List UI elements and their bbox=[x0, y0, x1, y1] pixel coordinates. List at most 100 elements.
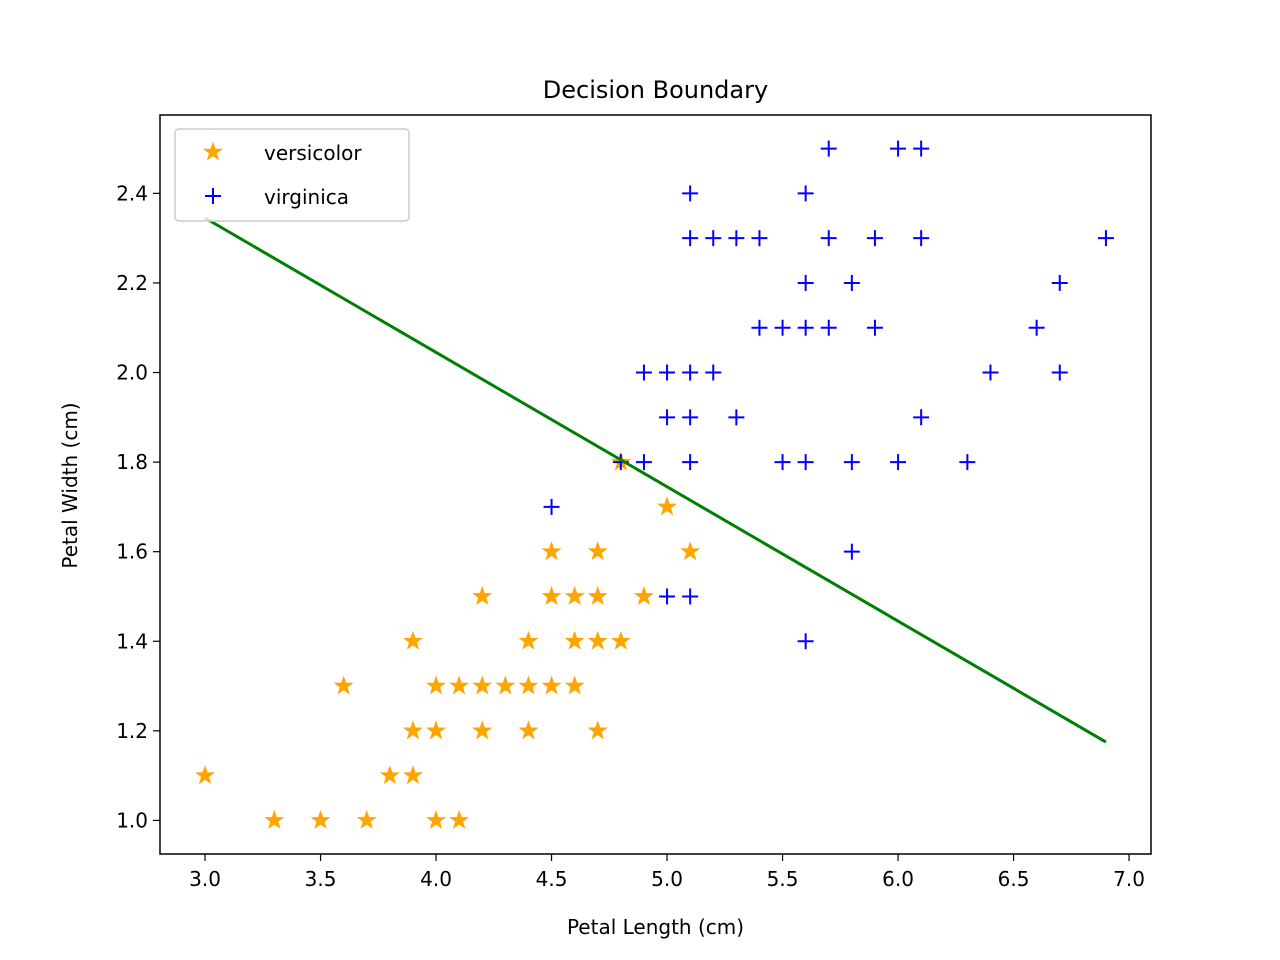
legend-marker-virginica bbox=[205, 188, 221, 204]
versicolor-point bbox=[587, 541, 608, 561]
virginica-point bbox=[820, 230, 837, 247]
versicolor-point bbox=[680, 541, 701, 561]
versicolor-point bbox=[426, 675, 447, 695]
versicolor-point bbox=[564, 675, 585, 695]
decision-boundary-line bbox=[204, 216, 1107, 744]
versicolor-point bbox=[495, 675, 516, 695]
virginica-point bbox=[635, 454, 652, 471]
virginica-point bbox=[843, 543, 860, 560]
virginica-point bbox=[705, 230, 722, 247]
virginica-point bbox=[913, 230, 930, 247]
x-tick-label: 3.5 bbox=[305, 867, 337, 891]
versicolor-point bbox=[402, 720, 423, 740]
x-tick-label: 5.0 bbox=[651, 867, 683, 891]
virginica-point bbox=[774, 454, 791, 471]
virginica-point bbox=[682, 185, 699, 202]
versicolor-point bbox=[264, 809, 285, 829]
virginica-point bbox=[682, 409, 699, 426]
y-tick-label: 1.0 bbox=[116, 808, 148, 832]
legend-marker-versicolor bbox=[202, 141, 224, 161]
versicolor-point bbox=[657, 496, 678, 516]
x-tick-label: 6.5 bbox=[998, 867, 1030, 891]
virginica-point bbox=[913, 140, 930, 157]
virginica-point bbox=[890, 140, 907, 157]
series-virginica bbox=[543, 140, 1114, 650]
versicolor-point bbox=[333, 675, 354, 695]
virginica-point bbox=[843, 274, 860, 291]
versicolor-point bbox=[449, 675, 470, 695]
virginica-point bbox=[728, 230, 745, 247]
versicolor-point bbox=[472, 585, 493, 605]
versicolor-point bbox=[356, 809, 377, 829]
versicolor-point bbox=[472, 720, 493, 740]
virginica-point bbox=[843, 454, 860, 471]
virginica-point bbox=[1028, 319, 1045, 336]
versicolor-point bbox=[541, 585, 562, 605]
virginica-point bbox=[1051, 274, 1068, 291]
y-tick-label: 2.4 bbox=[116, 181, 148, 205]
x-tick-label: 3.0 bbox=[189, 867, 221, 891]
virginica-point bbox=[890, 454, 907, 471]
y-tick-label: 1.2 bbox=[116, 719, 148, 743]
virginica-point bbox=[682, 588, 699, 605]
virginica-point bbox=[797, 633, 814, 650]
versicolor-point bbox=[402, 765, 423, 785]
legend-label-versicolor: versicolor bbox=[264, 141, 362, 165]
virginica-point bbox=[959, 454, 976, 471]
versicolor-point bbox=[472, 675, 493, 695]
versicolor-point bbox=[587, 720, 608, 740]
virginica-point bbox=[1051, 364, 1068, 381]
virginica-point bbox=[797, 454, 814, 471]
versicolor-point bbox=[426, 720, 447, 740]
versicolor-point bbox=[518, 675, 539, 695]
virginica-point bbox=[682, 364, 699, 381]
y-tick-label: 1.8 bbox=[116, 450, 148, 474]
legend-box bbox=[174, 128, 410, 222]
virginica-point bbox=[913, 409, 930, 426]
virginica-point bbox=[635, 364, 652, 381]
virginica-point bbox=[820, 319, 837, 336]
versicolor-point bbox=[541, 675, 562, 695]
virginica-point bbox=[705, 364, 722, 381]
versicolor-point bbox=[426, 809, 447, 829]
y-tick-label: 1.4 bbox=[116, 629, 148, 653]
virginica-point bbox=[728, 409, 745, 426]
versicolor-point bbox=[541, 541, 562, 561]
x-axis-label: Petal Length (cm) bbox=[567, 915, 744, 939]
virginica-point bbox=[682, 230, 699, 247]
x-tick-label: 5.5 bbox=[767, 867, 799, 891]
y-tick-label: 2.0 bbox=[116, 361, 148, 385]
series-versicolor bbox=[195, 451, 701, 829]
virginica-point bbox=[751, 319, 768, 336]
x-tick-label: 7.0 bbox=[1113, 867, 1145, 891]
versicolor-point bbox=[564, 630, 585, 650]
versicolor-point bbox=[587, 630, 608, 650]
virginica-point bbox=[682, 454, 699, 471]
y-axis-label: Petal Width (cm) bbox=[58, 402, 82, 568]
virginica-point bbox=[1097, 230, 1114, 247]
legend: versicolor virginica bbox=[174, 128, 410, 222]
virginica-point bbox=[820, 140, 837, 157]
virginica-point bbox=[982, 364, 999, 381]
virginica-point bbox=[659, 409, 676, 426]
versicolor-point bbox=[518, 720, 539, 740]
versicolor-point bbox=[587, 585, 608, 605]
virginica-point bbox=[751, 230, 768, 247]
virginica-point bbox=[866, 230, 883, 247]
virginica-point bbox=[797, 185, 814, 202]
versicolor-point bbox=[449, 809, 470, 829]
versicolor-point bbox=[310, 809, 331, 829]
versicolor-point bbox=[564, 585, 585, 605]
versicolor-point bbox=[633, 585, 654, 605]
chart-title: Decision Boundary bbox=[543, 76, 768, 104]
x-tick-label: 6.0 bbox=[882, 867, 914, 891]
virginica-point bbox=[659, 588, 676, 605]
virginica-point bbox=[543, 498, 560, 515]
plot-area: 3.0 3.5 4.0 4.5 5.0 5.5 6.0 6.5 7.0 1.0 1.2 1.4 1.6 1… bbox=[116, 114, 1152, 891]
versicolor-point bbox=[195, 765, 216, 785]
x-tick-label: 4.0 bbox=[420, 867, 452, 891]
y-tick-label: 2.2 bbox=[116, 271, 148, 295]
virginica-point bbox=[659, 364, 676, 381]
virginica-point bbox=[797, 319, 814, 336]
